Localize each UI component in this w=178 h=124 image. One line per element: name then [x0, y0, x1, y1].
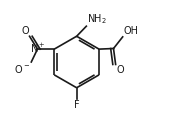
Text: O$^-$: O$^-$: [14, 63, 30, 75]
Text: NH$_2$: NH$_2$: [87, 12, 107, 26]
Text: O: O: [21, 26, 29, 36]
Text: O: O: [117, 65, 124, 75]
Text: F: F: [74, 100, 79, 109]
Text: N$^+$: N$^+$: [30, 42, 45, 55]
Text: OH: OH: [124, 26, 139, 36]
